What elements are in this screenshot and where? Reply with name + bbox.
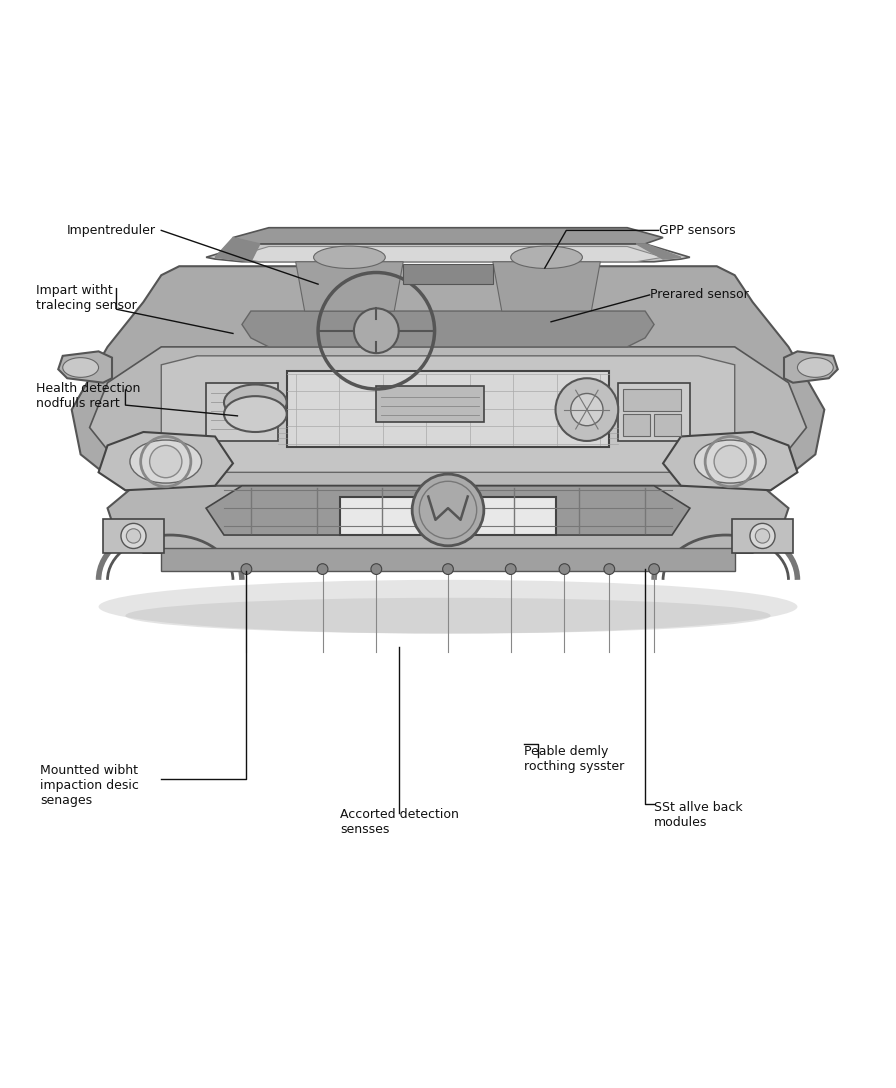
Bar	[732, 519, 793, 553]
Text: Mountted wibht
impaction desic
senages: Mountted wibht impaction desic senages	[40, 765, 139, 807]
Bar	[403, 264, 493, 284]
Circle shape	[750, 523, 775, 548]
Bar	[618, 383, 690, 441]
Bar	[161, 548, 735, 571]
Polygon shape	[99, 432, 233, 491]
Polygon shape	[493, 262, 600, 311]
Text: Impart witht
tralecing sensor: Impart witht tralecing sensor	[36, 284, 136, 311]
Circle shape	[371, 564, 382, 574]
Polygon shape	[663, 432, 797, 491]
Circle shape	[317, 564, 328, 574]
Bar	[287, 371, 609, 447]
Text: SSt allve back
modules: SSt allve back modules	[654, 801, 743, 829]
Ellipse shape	[224, 384, 287, 420]
Circle shape	[126, 529, 141, 543]
Polygon shape	[296, 262, 403, 311]
Bar	[376, 386, 484, 422]
Bar	[623, 390, 681, 411]
Circle shape	[604, 564, 615, 574]
Circle shape	[443, 564, 453, 574]
Circle shape	[505, 564, 516, 574]
Bar	[206, 383, 278, 441]
Bar	[654, 415, 681, 436]
Polygon shape	[206, 485, 690, 535]
Ellipse shape	[125, 597, 771, 633]
Polygon shape	[206, 244, 690, 262]
Ellipse shape	[797, 358, 833, 378]
Circle shape	[150, 445, 182, 478]
Circle shape	[412, 474, 484, 546]
Polygon shape	[636, 244, 681, 259]
Circle shape	[571, 394, 603, 425]
Text: Impentreduler: Impentreduler	[67, 224, 156, 237]
Ellipse shape	[314, 246, 385, 269]
Polygon shape	[58, 351, 112, 383]
Ellipse shape	[694, 440, 766, 483]
Circle shape	[556, 379, 618, 441]
Bar	[340, 497, 556, 535]
Polygon shape	[242, 311, 654, 347]
Circle shape	[121, 523, 146, 548]
Text: Accorted detection
sensses: Accorted detection sensses	[340, 807, 460, 836]
Text: Health detection
nodfulls reart: Health detection nodfulls reart	[36, 382, 140, 410]
Ellipse shape	[130, 440, 202, 483]
Polygon shape	[90, 347, 806, 491]
Circle shape	[649, 564, 659, 574]
Polygon shape	[72, 267, 824, 491]
Text: Prerared sensor: Prerared sensor	[650, 288, 748, 301]
Ellipse shape	[511, 246, 582, 269]
Bar	[623, 415, 650, 436]
Circle shape	[559, 564, 570, 574]
Ellipse shape	[99, 580, 797, 633]
Polygon shape	[161, 356, 735, 472]
Polygon shape	[233, 227, 663, 244]
Circle shape	[755, 529, 770, 543]
Bar	[103, 519, 164, 553]
Ellipse shape	[224, 396, 287, 432]
Ellipse shape	[63, 358, 99, 378]
Circle shape	[241, 564, 252, 574]
Polygon shape	[108, 485, 788, 553]
Circle shape	[714, 445, 746, 478]
Polygon shape	[233, 247, 663, 262]
Text: Peable demly
rocthing sysster: Peable demly rocthing sysster	[524, 745, 625, 774]
Polygon shape	[215, 237, 260, 262]
Text: GPP sensors: GPP sensors	[659, 224, 736, 237]
Circle shape	[354, 308, 399, 354]
Polygon shape	[784, 351, 838, 383]
